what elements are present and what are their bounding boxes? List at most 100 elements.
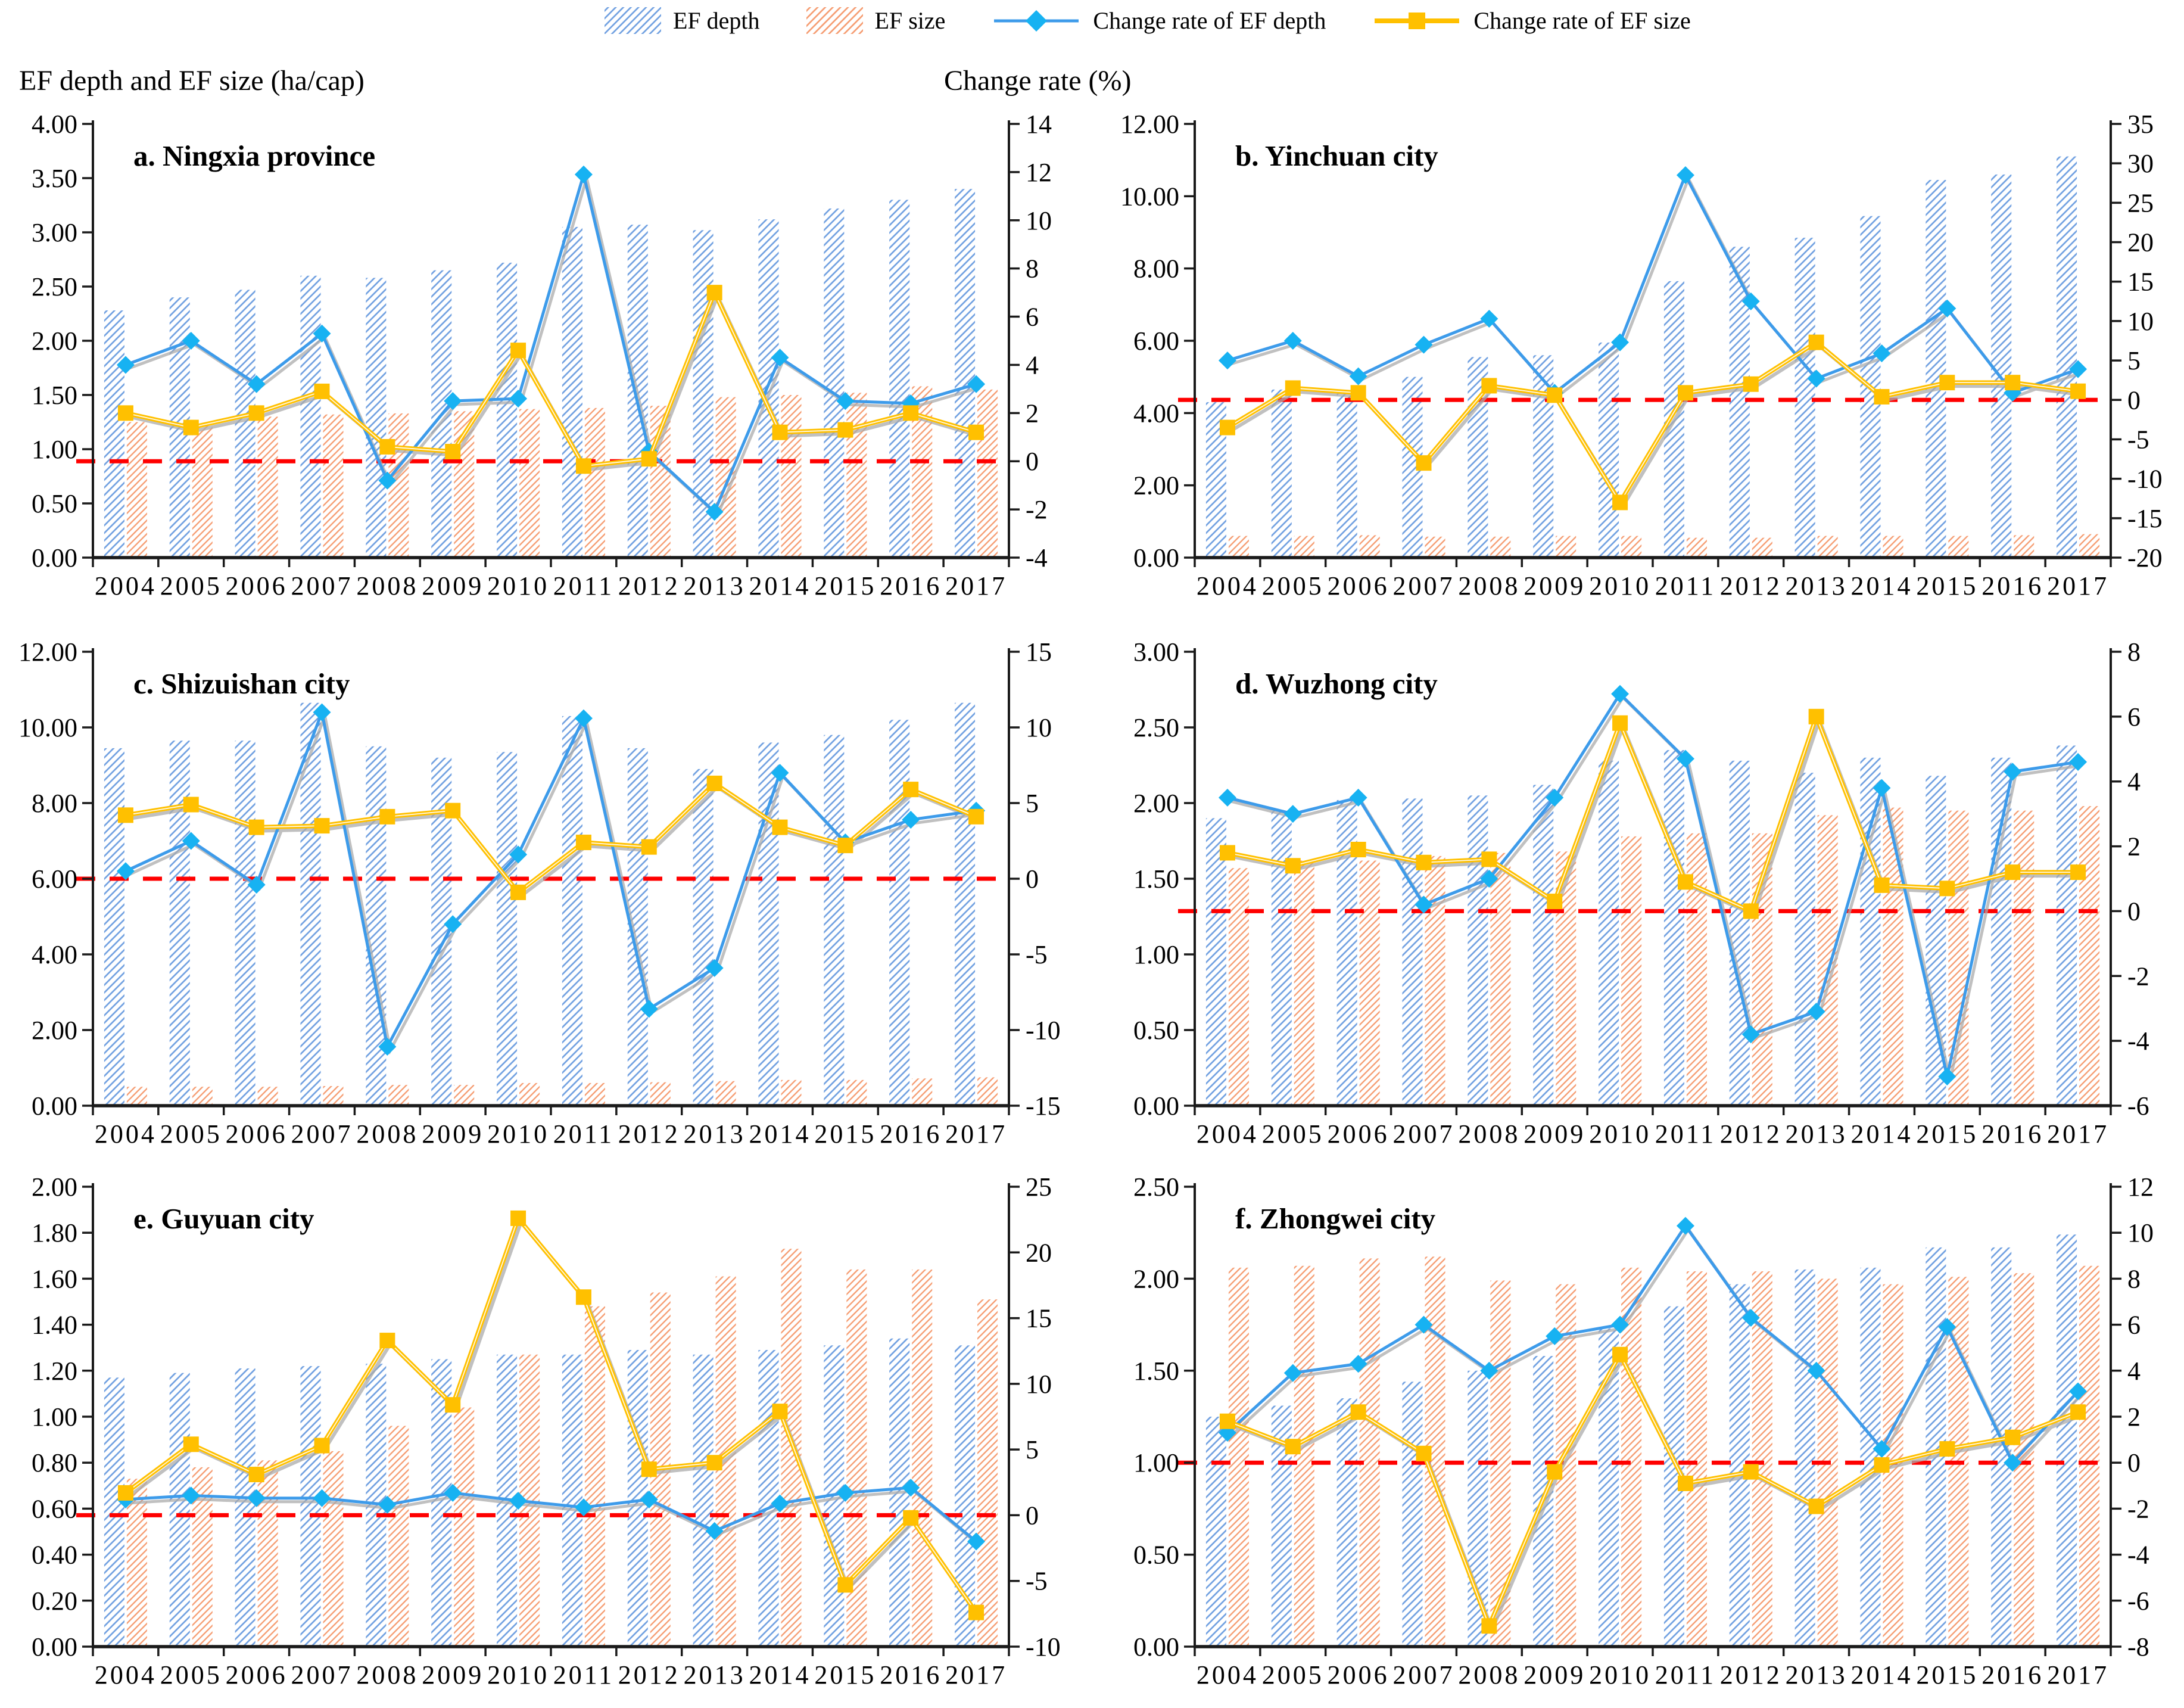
square-marker xyxy=(575,458,591,474)
svg-text:25: 25 xyxy=(2127,188,2154,217)
square-marker xyxy=(1808,334,1824,350)
diamond-marker xyxy=(1283,805,1302,823)
svg-text:2009: 2009 xyxy=(422,1660,484,1690)
diamond-marker xyxy=(1611,1315,1630,1334)
diamond-marker xyxy=(509,390,528,408)
legend-item-change-rate-ef-size: Change rate of EF size xyxy=(1372,7,1691,35)
year-axis-labels: 2004 2005 2006 2007 2008 2009 2010 2011 2012 2013… xyxy=(95,571,1005,601)
chart-title: e. Guyuan city xyxy=(133,1202,314,1235)
square-marker xyxy=(1219,419,1235,435)
svg-text:2004: 2004 xyxy=(95,571,157,601)
diamond-marker xyxy=(2004,763,2022,781)
svg-text:6.00: 6.00 xyxy=(32,864,77,894)
diamond-marker xyxy=(2069,360,2088,378)
square-marker xyxy=(2070,864,2086,881)
right-axis-tick-labels: -4 -2 0 2 4 6 8 10 12 14 xyxy=(1026,114,1052,573)
axes xyxy=(1184,120,2121,567)
right-axis-title: Change rate (%) xyxy=(944,65,1132,97)
svg-text:6.00: 6.00 xyxy=(1133,326,1179,356)
square-marker xyxy=(1350,1404,1366,1420)
svg-text:2011: 2011 xyxy=(1655,1119,1716,1149)
svg-text:-8: -8 xyxy=(2127,1632,2149,1662)
diamond-marker xyxy=(1480,1361,1498,1380)
svg-text:0: 0 xyxy=(1026,1501,1039,1530)
svg-text:8.00: 8.00 xyxy=(32,789,77,818)
svg-text:2011: 2011 xyxy=(553,1119,614,1149)
square-marker xyxy=(641,839,657,855)
left-axis-tick-labels: 0.00 0.20 0.40 0.60 0.80 1.00 1.20 1.40 1.60 1.80… xyxy=(32,1177,77,1662)
svg-text:2009: 2009 xyxy=(422,571,484,601)
svg-text:-20: -20 xyxy=(2127,543,2163,573)
svg-text:2006: 2006 xyxy=(1328,1119,1389,1149)
svg-text:2008: 2008 xyxy=(1458,1660,1520,1690)
square-marker xyxy=(1743,376,1759,392)
diamond-marker xyxy=(1283,1364,1302,1382)
diamond-marker xyxy=(1873,344,1891,363)
square-marker xyxy=(1743,1464,1759,1480)
svg-text:2011: 2011 xyxy=(1655,1660,1716,1690)
svg-text:2010: 2010 xyxy=(487,571,549,601)
square-marker xyxy=(1939,375,1955,391)
svg-text:0: 0 xyxy=(2127,385,2141,415)
square-marker xyxy=(1612,1346,1628,1362)
svg-text:2014: 2014 xyxy=(749,571,811,601)
svg-text:2.50: 2.50 xyxy=(1133,713,1179,742)
square-marker xyxy=(117,405,133,421)
chart-title: d. Wuzhong city xyxy=(1235,667,1438,700)
svg-text:2013: 2013 xyxy=(684,1119,746,1149)
svg-text:-15: -15 xyxy=(2127,504,2163,533)
bars-ef-depth xyxy=(1205,1234,2077,1647)
legend-item-ef-size: EF size xyxy=(806,7,945,35)
svg-text:4: 4 xyxy=(1026,350,1039,379)
square-marker xyxy=(641,451,657,467)
svg-text:2015: 2015 xyxy=(814,1119,876,1149)
svg-text:10: 10 xyxy=(1026,1370,1052,1399)
svg-text:-15: -15 xyxy=(1026,1091,1061,1121)
svg-text:0.60: 0.60 xyxy=(32,1494,77,1523)
svg-text:2014: 2014 xyxy=(1851,1660,1913,1690)
diamond-marker xyxy=(1283,332,1302,350)
line-shadows xyxy=(1229,175,2082,510)
diamond-marker xyxy=(1873,1440,1891,1458)
diamond-marker xyxy=(1218,351,1236,370)
svg-text:2.50: 2.50 xyxy=(32,272,77,301)
diamond-marker xyxy=(1415,1315,1433,1334)
svg-text:2008: 2008 xyxy=(1458,1119,1520,1149)
svg-text:2006: 2006 xyxy=(226,571,288,601)
svg-text:2004: 2004 xyxy=(1197,1660,1258,1690)
diamond-marker xyxy=(1415,895,1433,914)
square-marker xyxy=(837,422,853,438)
ef-size-hatch-swatch-icon xyxy=(806,7,863,34)
svg-text:8: 8 xyxy=(2127,1264,2141,1293)
diamond-marker xyxy=(444,1483,462,1502)
square-marker xyxy=(1677,385,1693,401)
bars-ef-depth xyxy=(1205,745,2077,1106)
left-axis-tick-labels: 0.00 2.00 4.00 6.00 8.00 10.00 12.00 xyxy=(1120,114,1179,573)
diamond-marker xyxy=(1938,1068,1956,1086)
svg-text:1.80: 1.80 xyxy=(32,1218,77,1247)
square-marker xyxy=(1481,378,1497,394)
chart-title: a. Ningxia province xyxy=(133,139,375,172)
square-marker xyxy=(1874,388,1890,405)
axes xyxy=(82,1183,1020,1656)
square-marker xyxy=(772,819,788,835)
bars-ef-depth xyxy=(104,702,976,1106)
legend-label-change-rate-ef-depth: Change rate of EF depth xyxy=(1093,7,1326,34)
line-change-rate-ef-depth xyxy=(1218,166,2088,402)
svg-text:2013: 2013 xyxy=(1786,1119,1847,1149)
square-marker xyxy=(1874,1457,1890,1473)
ef-depth-hatch-swatch-icon xyxy=(605,7,661,34)
diamond-marker xyxy=(1741,1309,1760,1327)
svg-text:15: 15 xyxy=(1026,1304,1052,1333)
svg-text:0.00: 0.00 xyxy=(32,543,77,573)
square-marker xyxy=(1219,1413,1235,1429)
diamond-marker xyxy=(182,1486,200,1505)
hatch-swatch-svg xyxy=(605,7,661,34)
chart-a-ningxia-province: 0.00 0.50 1.00 1.50 2.00 2.50 3.00 3.50 4.00 -4 -2… xyxy=(4,114,1077,637)
diamond-marker xyxy=(1349,1355,1367,1373)
square-marker xyxy=(1350,842,1366,858)
svg-text:4: 4 xyxy=(2127,767,2141,797)
svg-text:2016: 2016 xyxy=(1982,1660,2043,1690)
svg-text:10: 10 xyxy=(2127,1218,2154,1247)
svg-text:10: 10 xyxy=(1026,713,1052,742)
